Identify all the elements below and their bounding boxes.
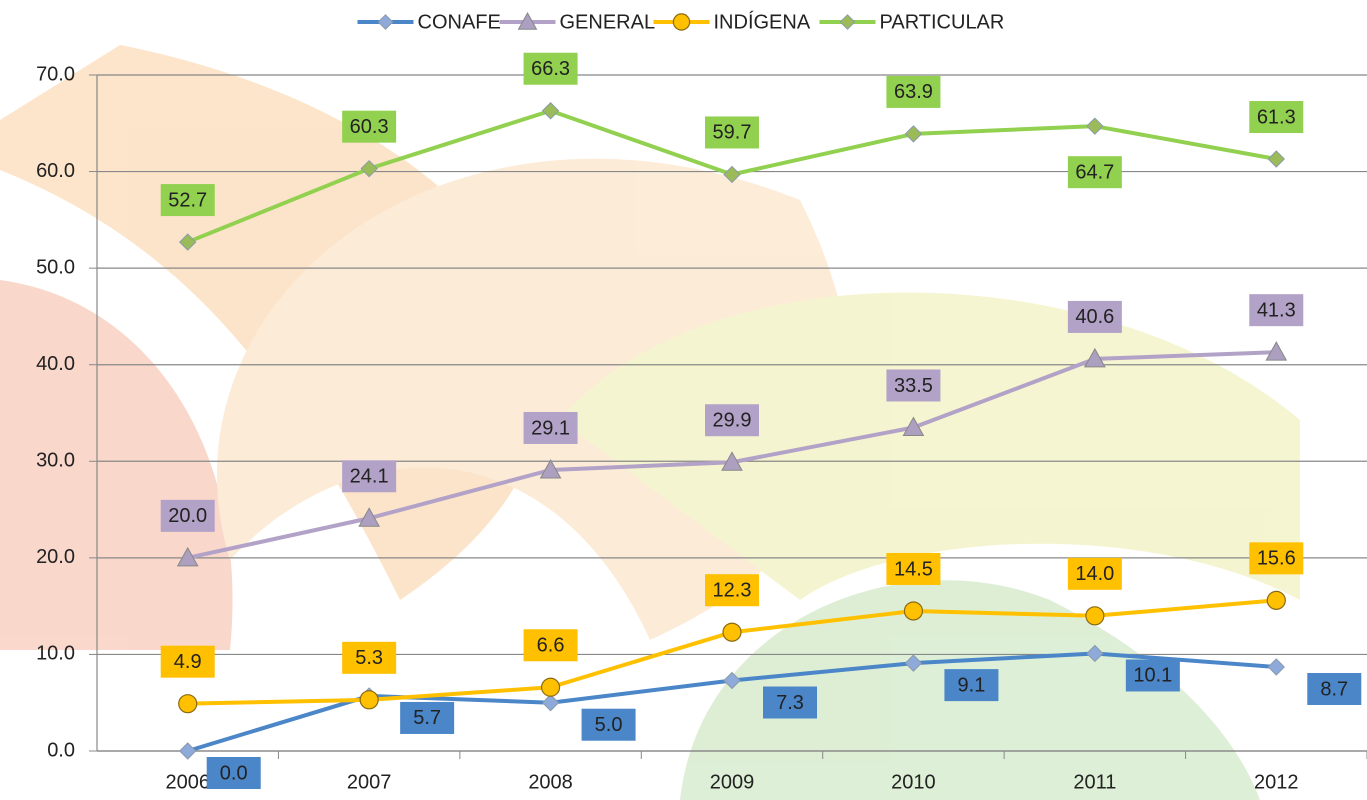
y-tick-label: 30.0 xyxy=(36,450,75,472)
data-label: 29.1 xyxy=(531,417,570,439)
data-label: 14.5 xyxy=(894,558,933,580)
y-tick-label: 20.0 xyxy=(36,546,75,568)
data-label: 60.3 xyxy=(350,116,389,138)
marker xyxy=(360,691,378,709)
y-tick-label: 50.0 xyxy=(36,256,75,278)
chart: CONAFE GENERAL INDÍGENA PARTICULAR 0.0 10.0 2… xyxy=(0,0,1367,800)
data-label: 4.9 xyxy=(174,651,202,673)
y-tick-label: 0.0 xyxy=(47,739,75,761)
data-label: 61.3 xyxy=(1257,106,1296,128)
legend-label: CONAFE xyxy=(418,11,501,33)
marker xyxy=(723,623,741,641)
marker xyxy=(904,602,922,620)
x-tick-label: 2006 xyxy=(165,771,210,793)
marker xyxy=(1087,118,1103,134)
data-label: 6.6 xyxy=(537,635,565,657)
marker xyxy=(543,695,559,711)
data-label: 10.1 xyxy=(1133,665,1172,687)
y-tick-label: 70.0 xyxy=(36,63,75,85)
data-label: 12.3 xyxy=(713,579,752,601)
x-tick-label: 2008 xyxy=(528,771,573,793)
data-label: 8.7 xyxy=(1320,678,1348,700)
data-label: 5.0 xyxy=(595,714,623,736)
marker xyxy=(1267,591,1285,609)
data-label: 63.9 xyxy=(894,81,933,103)
data-label: 40.6 xyxy=(1075,306,1114,328)
data-label: 52.7 xyxy=(168,189,207,211)
data-label: 7.3 xyxy=(776,692,804,714)
x-tick-label: 2011 xyxy=(1073,771,1116,793)
data-label: 59.7 xyxy=(713,122,752,144)
y-tick-label: 60.0 xyxy=(36,160,75,182)
data-label: 0.0 xyxy=(220,762,248,784)
marker xyxy=(905,126,921,142)
data-label: 5.3 xyxy=(355,647,383,669)
legend-label: PARTICULAR xyxy=(880,11,1005,33)
marker xyxy=(1086,607,1104,625)
legend-label: INDÍGENA xyxy=(714,10,811,33)
marker xyxy=(542,678,560,696)
y-tick-label: 40.0 xyxy=(36,353,75,375)
marker xyxy=(1268,151,1284,167)
x-tick-label: 2012 xyxy=(1254,771,1299,793)
data-label: 29.9 xyxy=(713,410,752,432)
marker xyxy=(1268,659,1284,675)
data-label: 20.0 xyxy=(168,505,207,527)
marker xyxy=(378,15,392,29)
marker xyxy=(673,14,689,30)
data-label: 64.7 xyxy=(1075,161,1114,183)
marker xyxy=(840,15,854,29)
data-label: 15.6 xyxy=(1257,548,1296,570)
legend: CONAFE GENERAL INDÍGENA PARTICULAR xyxy=(358,10,1005,33)
legend-label: GENERAL xyxy=(560,11,656,33)
marker xyxy=(179,695,197,713)
x-tick-label: 2007 xyxy=(347,771,392,793)
data-label: 14.0 xyxy=(1075,563,1114,585)
data-label: 33.5 xyxy=(894,375,933,397)
data-label: 41.3 xyxy=(1257,299,1296,321)
y-tick-label: 10.0 xyxy=(36,643,75,665)
data-label: 9.1 xyxy=(958,674,986,696)
data-label: 5.7 xyxy=(413,707,441,729)
marker xyxy=(180,743,196,759)
data-label: 66.3 xyxy=(531,58,570,80)
x-tick-label: 2010 xyxy=(891,771,936,793)
marker xyxy=(543,103,559,119)
data-label: 24.1 xyxy=(350,466,389,488)
x-tick-label: 2009 xyxy=(710,771,755,793)
